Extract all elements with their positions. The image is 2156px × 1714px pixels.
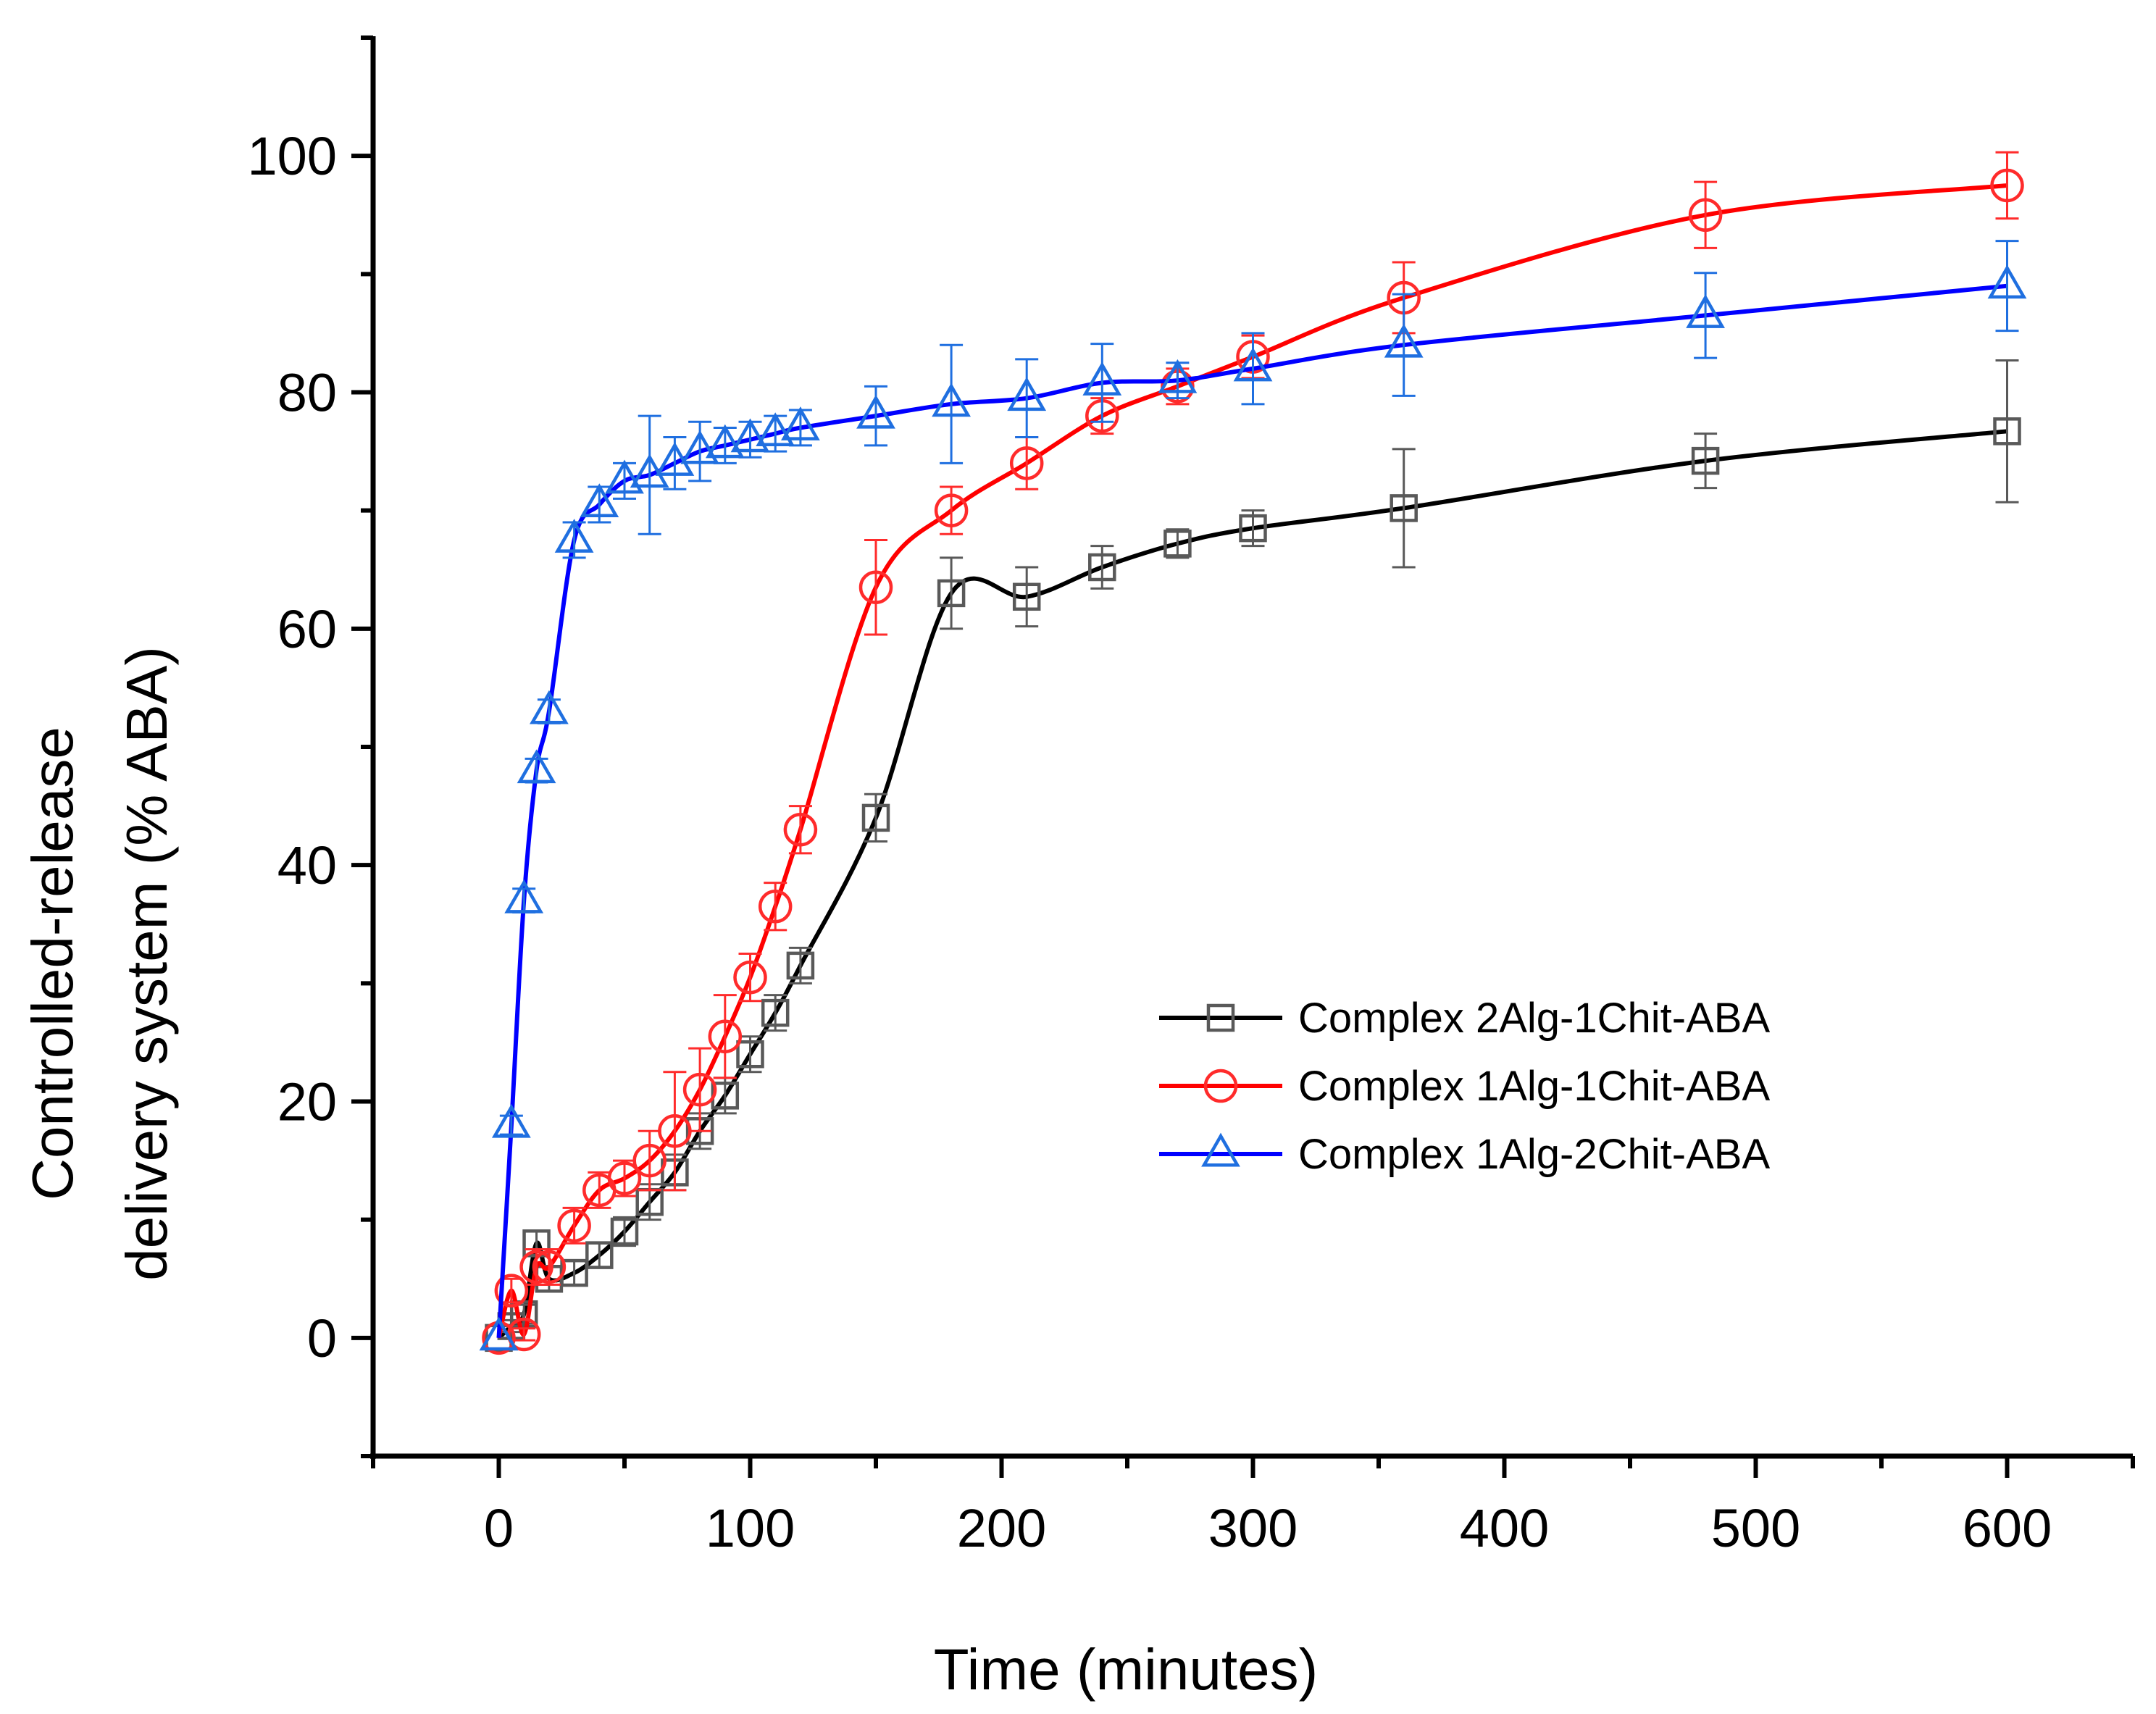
data-point bbox=[1691, 446, 1720, 475]
data-point bbox=[932, 382, 971, 417]
data-point bbox=[1009, 446, 1044, 480]
legend-marker bbox=[1206, 1003, 1235, 1032]
data-point bbox=[504, 879, 544, 914]
x-tick-label: 300 bbox=[1208, 1498, 1298, 1558]
data-point bbox=[1012, 582, 1041, 611]
data-point bbox=[1239, 514, 1267, 543]
data-point bbox=[781, 406, 820, 440]
data-point bbox=[783, 812, 818, 847]
data-point bbox=[758, 890, 793, 924]
data-point bbox=[658, 1114, 692, 1148]
legend-label: Complex 1Alg-2Chit-ABA bbox=[1298, 1131, 1770, 1178]
y-tick-label: 20 bbox=[277, 1072, 337, 1132]
data-point bbox=[1088, 553, 1116, 582]
x-tick-label: 600 bbox=[1963, 1498, 2052, 1558]
legend: Complex 2Alg-1Chit-ABA Complex 1Alg-1Chit… bbox=[1159, 995, 1770, 1178]
data-point bbox=[937, 579, 966, 608]
data-point bbox=[585, 1241, 614, 1269]
data-point bbox=[733, 960, 767, 995]
y-tick-label: 0 bbox=[307, 1308, 337, 1368]
data-point bbox=[532, 1250, 567, 1284]
data-point bbox=[557, 1208, 591, 1243]
y-axis-title-line-2: delivery system (% ABA) bbox=[114, 646, 179, 1281]
data-point bbox=[607, 1161, 642, 1195]
data-point bbox=[736, 1040, 764, 1069]
data-point bbox=[708, 1019, 743, 1054]
series-1 bbox=[485, 359, 2021, 1353]
y-axis-title-line-1: Controlled-release bbox=[20, 727, 85, 1200]
data-point bbox=[517, 749, 556, 784]
data-point bbox=[1007, 377, 1047, 411]
x-tick-label: 200 bbox=[957, 1498, 1046, 1558]
data-point bbox=[1158, 359, 1198, 393]
legend-entry-2: Complex 1Alg-1Chit-ABA bbox=[1159, 1063, 1770, 1110]
x-tick-label: 100 bbox=[706, 1498, 795, 1558]
data-point bbox=[1163, 530, 1192, 558]
y-tick-label: 40 bbox=[277, 835, 337, 895]
legend-label: Complex 2Alg-1Chit-ABA bbox=[1298, 995, 1770, 1042]
data-point bbox=[610, 1217, 639, 1246]
x-axis-title: Time (minutes) bbox=[934, 1637, 1318, 1702]
data-point bbox=[479, 1316, 519, 1351]
data-point bbox=[509, 1300, 538, 1329]
data-point bbox=[934, 493, 969, 527]
data-point bbox=[519, 1250, 553, 1284]
x-tick-label: 0 bbox=[484, 1498, 514, 1558]
legend-entry-1: Complex 2Alg-1Chit-ABA bbox=[1159, 995, 1770, 1042]
axes: 0 100 200 300 400 500 600 0 20 40 60 80 100 bbox=[248, 35, 2135, 1558]
data-point bbox=[1990, 168, 2024, 203]
legend-marker bbox=[1203, 1069, 1238, 1103]
data-point bbox=[1993, 417, 2021, 446]
data-point bbox=[632, 1143, 667, 1178]
plot-area bbox=[479, 151, 2027, 1355]
data-point bbox=[756, 412, 795, 447]
data-point bbox=[1686, 294, 1725, 328]
data-point bbox=[494, 1274, 529, 1308]
data-point bbox=[1390, 494, 1418, 522]
data-point bbox=[761, 998, 790, 1027]
y-tick-label: 100 bbox=[248, 126, 337, 186]
y-tick-label: 80 bbox=[277, 363, 337, 423]
data-point bbox=[786, 951, 815, 980]
data-point bbox=[554, 519, 594, 553]
data-point bbox=[705, 424, 745, 459]
data-point bbox=[1987, 264, 2027, 299]
data-point bbox=[580, 483, 619, 517]
data-point bbox=[682, 1072, 717, 1107]
data-point bbox=[1384, 323, 1424, 358]
series-line bbox=[497, 429, 2007, 1339]
data-point bbox=[858, 570, 893, 604]
y-tick-label: 60 bbox=[277, 599, 337, 659]
data-point bbox=[530, 690, 569, 724]
legend-entry-3: Complex 1Alg-2Chit-ABA bbox=[1159, 1131, 1770, 1178]
data-point bbox=[605, 459, 644, 494]
data-point bbox=[1082, 361, 1122, 396]
data-point bbox=[1688, 198, 1723, 232]
data-point bbox=[856, 394, 895, 429]
data-point bbox=[1233, 347, 1273, 382]
data-point bbox=[491, 1103, 531, 1138]
x-tick-label: 400 bbox=[1460, 1498, 1549, 1558]
data-point bbox=[680, 430, 719, 464]
data-point bbox=[861, 803, 890, 832]
legend-marker bbox=[1201, 1132, 1240, 1167]
series-3 bbox=[479, 240, 2027, 1351]
data-point bbox=[730, 418, 770, 453]
series-2 bbox=[482, 151, 2024, 1355]
x-tick-label: 500 bbox=[1711, 1498, 1800, 1558]
legend-label: Complex 1Alg-1Chit-ABA bbox=[1298, 1063, 1770, 1110]
